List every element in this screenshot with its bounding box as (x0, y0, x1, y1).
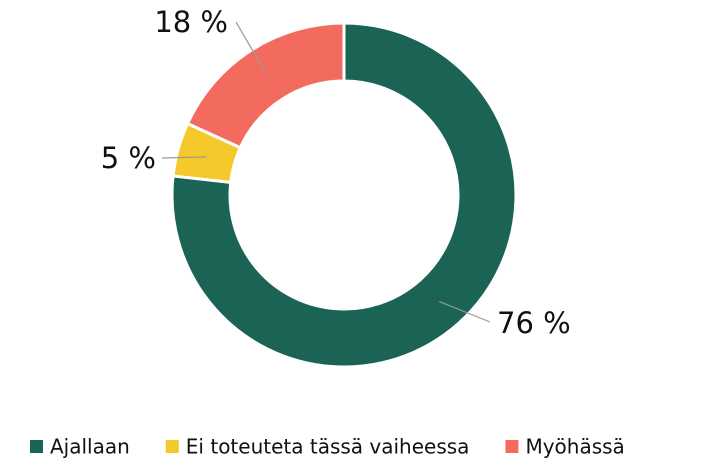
data-label: 5 % (101, 141, 156, 175)
leader-line (439, 301, 491, 323)
data-label: 76 % (497, 306, 571, 340)
donut-segment (185, 21, 346, 150)
donut-segment (170, 21, 518, 369)
legend-swatch (505, 440, 519, 453)
leader-line (235, 21, 268, 76)
legend-label: Ajallaan (50, 435, 130, 459)
legend-label: Myöhässä (525, 435, 624, 459)
leader-line (161, 156, 207, 159)
legend-swatch (30, 440, 43, 453)
legend-label: Ei toteuteta tässä vaiheessa (186, 435, 470, 459)
legend-swatch (165, 440, 179, 453)
data-label: 18 % (154, 5, 228, 39)
